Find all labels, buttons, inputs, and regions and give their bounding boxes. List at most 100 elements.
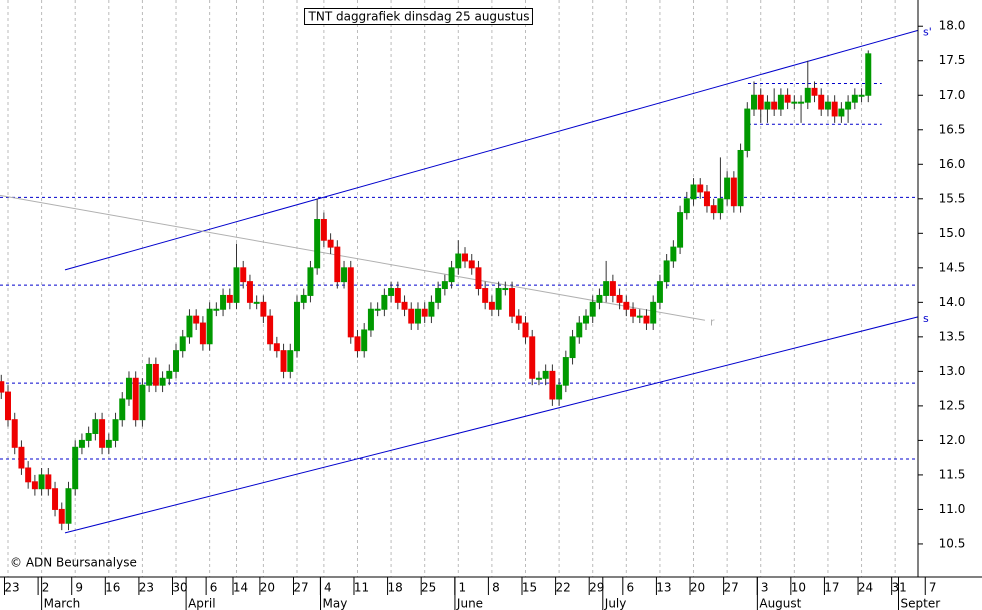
x-tick-label: 15 [522, 581, 537, 595]
x-tick-label: 25 [421, 581, 436, 595]
candle-body [798, 101, 805, 104]
trend-line [64, 316, 919, 534]
candle-body [293, 301, 300, 352]
y-tick-label: 12.0 [939, 433, 966, 447]
candle-body [11, 419, 18, 448]
trend-line [64, 29, 919, 271]
candle-body [99, 419, 106, 448]
candle-body [246, 281, 253, 303]
candle-body [845, 101, 852, 110]
candle-body [791, 101, 798, 104]
y-tick-label: 13.0 [939, 364, 966, 378]
candle-body [589, 301, 596, 317]
candle-body [831, 101, 838, 117]
trend-label: s' [923, 25, 932, 38]
candle-body [562, 357, 569, 386]
y-tick-label: 16.0 [939, 157, 966, 171]
candle-body [576, 322, 583, 338]
credit: © ADN Beursanalyse [10, 556, 137, 570]
candle-body [253, 301, 260, 304]
x-tick-label: 8 [492, 581, 500, 595]
candle-body [421, 308, 428, 317]
candle-body [166, 370, 173, 379]
x-tick-label: 2 [42, 581, 50, 595]
candle-body [529, 336, 536, 379]
candle-body [656, 281, 663, 303]
y-tick-label: 15.5 [939, 191, 966, 205]
candle-body [851, 94, 858, 103]
candle-body [199, 322, 206, 345]
candle-body [462, 253, 469, 262]
x-tick-label: 30 [172, 581, 187, 595]
candle-body [72, 446, 79, 490]
trend-label: r [710, 315, 715, 328]
candle-body [784, 94, 791, 103]
candle-body [18, 446, 25, 469]
x-tick-label: 6 [626, 581, 634, 595]
candle-body [287, 350, 294, 372]
candle-body [811, 87, 818, 96]
month-label: Septer [901, 597, 941, 610]
x-tick-label: 14 [233, 581, 248, 595]
x-tick-label: 20 [690, 581, 705, 595]
x-tick-label: 31 [892, 581, 907, 595]
candle-body [119, 398, 126, 421]
candle-body [630, 308, 637, 317]
y-tick-label: 14.5 [939, 260, 966, 274]
candle-body [388, 288, 395, 296]
month-label: April [188, 597, 215, 610]
candle-body [482, 288, 489, 303]
trend-line [0, 194, 706, 321]
candle-body [139, 384, 146, 421]
candle-body [724, 177, 731, 200]
candle-body [105, 439, 112, 448]
candle-body [737, 149, 744, 207]
month-label: July [604, 597, 627, 610]
candle-body [206, 308, 213, 345]
candle-body [414, 308, 421, 324]
candle-body [92, 419, 99, 434]
y-tick-label: 16.5 [939, 122, 966, 136]
candle-body [347, 267, 354, 338]
trend-label: s [923, 312, 929, 325]
candle-body [341, 267, 348, 283]
candle-body [334, 246, 341, 283]
candle-body [623, 301, 630, 310]
candle-body [381, 294, 388, 310]
candle-body [240, 267, 247, 283]
candle-body [401, 301, 408, 310]
candle-body [609, 281, 616, 296]
x-tick-label: 3 [761, 581, 769, 595]
candle-body [394, 288, 401, 303]
x-tick-label: 29 [589, 581, 604, 595]
candle-body [542, 370, 549, 379]
candle-body [764, 101, 771, 110]
candle-body [367, 308, 374, 331]
x-tick-label: 27 [293, 581, 308, 595]
candle-body [556, 384, 563, 400]
candle-body [220, 294, 227, 310]
y-tick-label: 15.0 [939, 226, 966, 240]
candle-body [522, 322, 529, 338]
candle-body [146, 363, 153, 386]
candle-body [670, 246, 677, 262]
candle-body [361, 329, 368, 352]
candle-body [320, 219, 327, 241]
candle-body [549, 370, 556, 400]
candle-body [374, 308, 381, 311]
y-tick-label: 12.5 [939, 398, 966, 412]
candle-body [435, 288, 442, 303]
x-tick-label: 11 [354, 581, 369, 595]
candle-body [468, 260, 475, 269]
x-tick-label: 6 [210, 581, 218, 595]
candle-body [179, 336, 186, 352]
x-tick-label: 27 [723, 581, 738, 595]
grid [7, 0, 896, 577]
x-tick-label: 24 [858, 581, 873, 595]
candle-body [858, 94, 865, 97]
month-label: August [759, 597, 801, 610]
candle-body [683, 198, 690, 214]
candle-body [65, 488, 72, 524]
candle-body [744, 108, 751, 151]
candle-body [865, 53, 872, 96]
